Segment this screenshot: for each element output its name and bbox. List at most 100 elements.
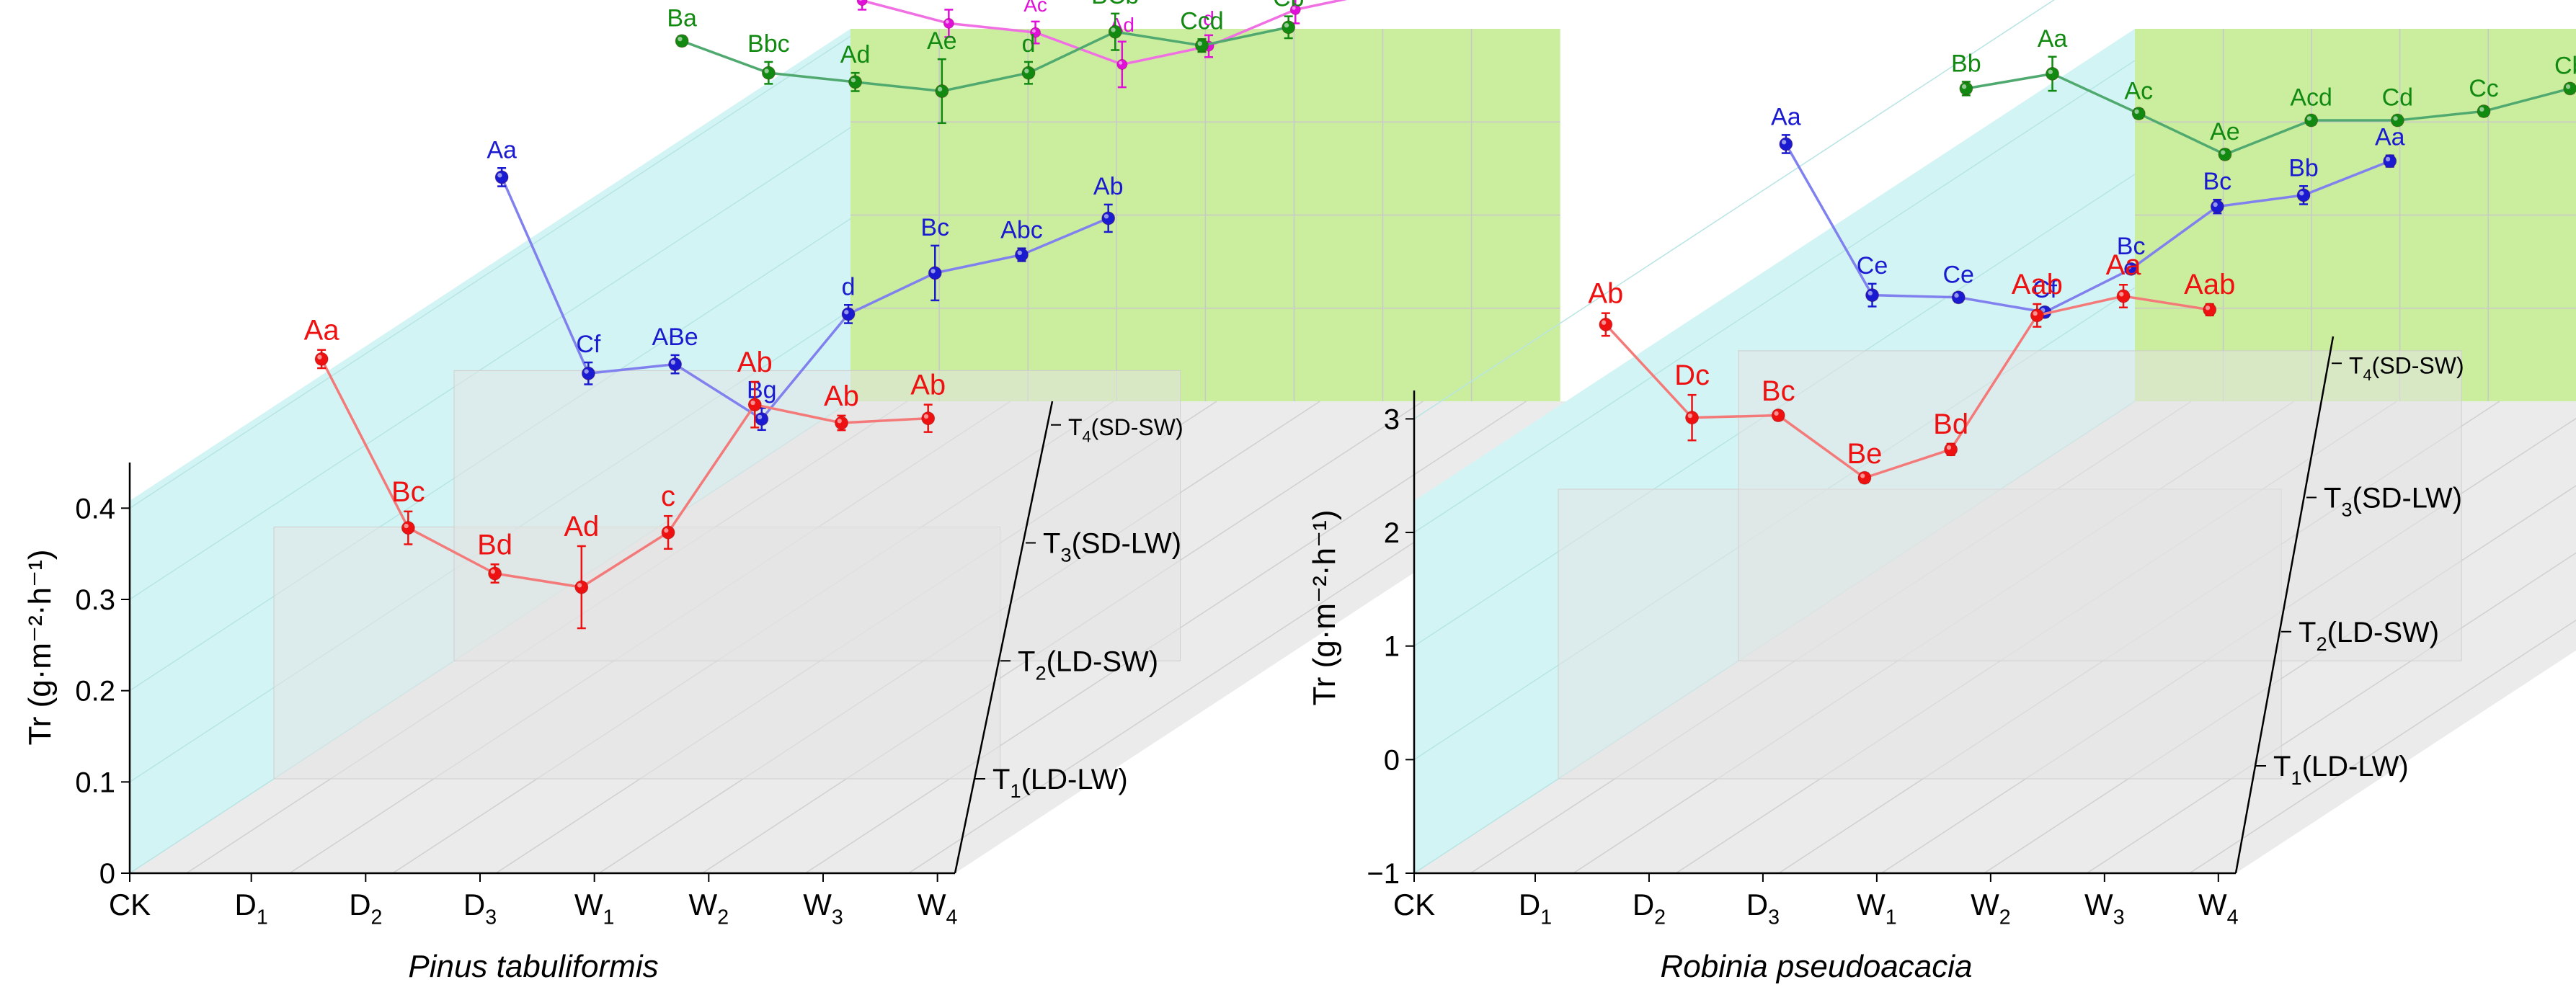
x-tick-label: CK [109, 888, 151, 921]
series-line [1966, 72, 2571, 156]
series-line [320, 358, 928, 589]
data-point-highlight [2126, 264, 2132, 269]
data-point [856, 0, 868, 6]
series-T1: Ab Dc Bc Be Bd Aab Aa Aab [1588, 249, 2235, 485]
data-point [574, 580, 589, 594]
data-label: Bd [477, 529, 512, 561]
data-point [2030, 308, 2044, 323]
data-point-highlight [1961, 84, 1967, 89]
data-point [1779, 137, 1793, 151]
data-point-highlight [1103, 214, 1109, 219]
data-label: Bc [1762, 375, 1795, 407]
series-line [681, 26, 1289, 93]
z-tick-label: T2(LD-SW) [2299, 617, 2439, 655]
data-label: Aa [2375, 124, 2405, 151]
side-wall-grid-line [1413, 0, 2056, 420]
data-label: Ccd [1180, 7, 1223, 35]
x-tick-label: W4 [2198, 888, 2239, 929]
x-tick-label: D1 [235, 888, 268, 929]
data-point-highlight [1032, 29, 1036, 33]
data-label: c [661, 481, 675, 512]
data-point-highlight [577, 583, 582, 588]
data-point [2218, 147, 2232, 161]
data-point-highlight [664, 528, 669, 533]
data-point-highlight [945, 19, 949, 24]
data-point [2296, 188, 2311, 202]
data-point-highlight [844, 310, 849, 315]
x-tick-label: W2 [1971, 888, 2011, 929]
data-point [1108, 24, 1122, 39]
data-label: Be [1847, 438, 1882, 470]
y-tick-label: 0.4 [75, 493, 115, 524]
data-point-highlight [2385, 156, 2391, 162]
data-point-highlight [2213, 202, 2218, 207]
x-tick-label: D3 [1746, 888, 1780, 929]
z-tick-label: T1(LD-LW) [2273, 751, 2409, 789]
data-label: Ac [1023, 0, 1047, 16]
data-point-highlight [1017, 250, 1022, 256]
data-point-highlight [858, 0, 863, 1]
y-tick-label: 0 [1384, 744, 1400, 776]
data-label: Bc [920, 214, 949, 241]
data-point-highlight [678, 36, 683, 42]
data-point-highlight [317, 354, 322, 360]
z-tick-label: T1(LD-LW) [992, 764, 1128, 802]
data-point [494, 170, 509, 184]
data-label: Ab [824, 380, 859, 412]
data-point-highlight [670, 360, 676, 365]
data-point [661, 525, 675, 540]
data-point-highlight [1774, 411, 1779, 416]
data-point [1771, 409, 1785, 423]
y-tick-label: 1 [1384, 631, 1400, 663]
data-point-highlight [1954, 293, 1959, 298]
data-point-highlight [490, 569, 496, 574]
data-point-highlight [1119, 61, 1123, 65]
data-point [401, 521, 415, 535]
data-point-highlight [1197, 41, 1202, 46]
data-label: Ab [910, 370, 946, 401]
data-point [1951, 290, 1966, 305]
data-point-highlight [1687, 413, 1692, 419]
data-point-highlight [1601, 320, 1607, 325]
data-label: Ab [1093, 173, 1124, 200]
data-point [1014, 248, 1029, 262]
data-point-highlight [1111, 27, 1116, 32]
series-line [500, 177, 1109, 421]
data-point [1101, 211, 1116, 226]
data-label: Ce [1857, 252, 1888, 280]
x-tick-label: W1 [1857, 888, 1897, 929]
y-axis-label: Tr (g·m⁻²·h⁻¹) [1307, 509, 1342, 705]
y-axis-label: Tr (g·m⁻²·h⁻¹) [22, 549, 58, 745]
data-label: Bc [391, 476, 425, 508]
series-T3: Bb Aa Ac Ae Acd Cd Cc Cb [1951, 25, 2576, 161]
data-label: ABe [652, 323, 698, 351]
data-label: Aa [2038, 25, 2068, 53]
x-tick-label: D1 [1519, 888, 1552, 929]
data-point-highlight [1867, 290, 1873, 296]
x-tick-label: CK [1393, 888, 1435, 921]
data-label: Cf [576, 331, 601, 358]
series-line [1785, 143, 2391, 314]
y-tick-label: 0 [99, 858, 115, 890]
data-label: Aa [304, 315, 340, 347]
data-label: Acd [2290, 84, 2332, 112]
y-tick-label: 2 [1384, 517, 1400, 549]
data-label: Aa [2106, 249, 2142, 281]
side-wall-grid-line [1413, 60, 2136, 533]
data-label: Cb [1273, 0, 1304, 12]
data-point [1685, 411, 1700, 425]
data-point-highlight [837, 419, 842, 424]
y-tick-label: 0.2 [75, 676, 115, 707]
data-point-highlight [2205, 305, 2211, 311]
data-label: Bb [1951, 50, 1981, 77]
data-point-highlight [2393, 116, 2398, 121]
x-tick-label: D2 [1633, 888, 1666, 929]
data-label: Cf [2033, 276, 2058, 303]
series-line [861, 0, 1348, 66]
data-label: Bb [2288, 154, 2319, 182]
y-tick-label: 0.3 [75, 584, 115, 616]
data-point-highlight [1946, 445, 1952, 450]
data-point-highlight [1024, 68, 1029, 73]
data-point [841, 307, 856, 321]
y-tick-label: 0.1 [75, 767, 115, 798]
